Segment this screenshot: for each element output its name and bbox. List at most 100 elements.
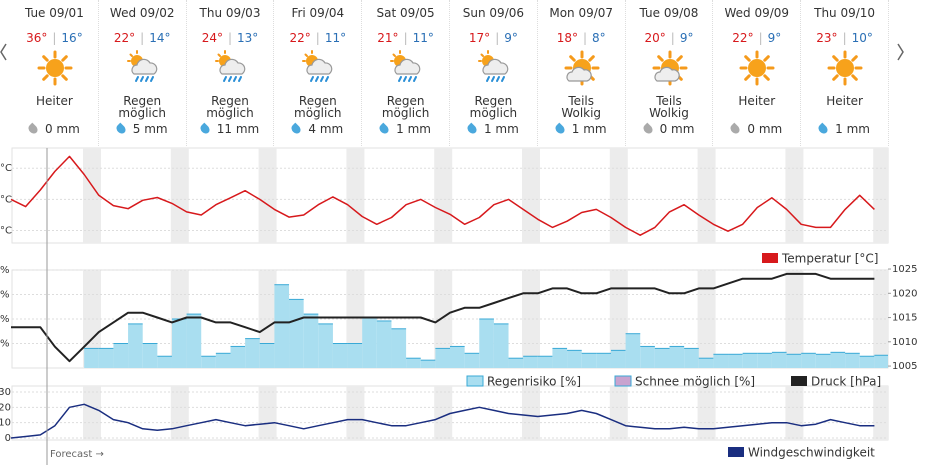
- separator: |: [315, 31, 320, 45]
- area-bar: [186, 314, 202, 368]
- temp-min: 9°: [767, 31, 782, 45]
- area-bar: [464, 353, 480, 368]
- y-tick-label: 20: [0, 402, 11, 413]
- precip-amount: 1 mm: [835, 122, 870, 136]
- precip: 1 mm: [362, 122, 449, 136]
- legend-label: Windgeschwindigkeit: [748, 446, 875, 460]
- weather-icon: [652, 50, 688, 86]
- day-label: Sat 09/05: [376, 6, 435, 20]
- day-label: Tue 09/08: [639, 6, 699, 20]
- night-band: [83, 270, 101, 368]
- area-bar: [450, 346, 465, 368]
- drop-icon: [553, 122, 567, 136]
- precip-amount: 0 mm: [659, 122, 695, 136]
- night-band: [522, 386, 540, 440]
- precip: 11 mm: [187, 122, 274, 136]
- area-bar: [523, 356, 538, 368]
- temp-range: 18° | 8°: [538, 31, 625, 45]
- area-bar: [508, 358, 524, 368]
- night-band: [83, 148, 101, 243]
- night-band: [434, 148, 453, 243]
- area-bar: [215, 353, 231, 368]
- precip-amount: 1 mm: [483, 122, 519, 136]
- weather-icon: [476, 50, 512, 86]
- separator: |: [582, 31, 588, 45]
- y2-tick-label: 1015: [892, 313, 917, 324]
- area-bar: [537, 356, 553, 368]
- area-bar: [245, 338, 260, 368]
- precip: 4 mm: [274, 122, 361, 136]
- y2-tick-label: 1010: [892, 337, 917, 348]
- plot-background: [11, 385, 889, 441]
- day-cell: Thu 09/03 24° | 13° Regen möglich 11 mm: [187, 0, 275, 146]
- area-bar: [596, 353, 611, 368]
- day-cell: Tue 09/08 20° | 9° Teils Wolkig 0 mm: [626, 0, 714, 146]
- temp-range: 24° | 13°: [187, 31, 274, 45]
- forecast-label: Forecast →: [50, 449, 104, 460]
- drop-icon: [26, 122, 40, 136]
- description: Regen möglich: [206, 94, 254, 120]
- area-bar: [98, 348, 114, 368]
- separator: |: [52, 31, 57, 45]
- night-band: [873, 270, 888, 368]
- day-cell: Wed 09/02 22° | 14° Regen möglich 5 mm: [99, 0, 187, 146]
- area-bar: [684, 348, 699, 368]
- temp-range: 21° | 11°: [362, 31, 449, 45]
- area-bar: [728, 354, 743, 368]
- temp-range: 36° | 16°: [11, 31, 98, 45]
- temp-min: 13°: [237, 31, 259, 45]
- night-band: [609, 386, 628, 440]
- night-band: [258, 386, 277, 440]
- night-band: [522, 148, 540, 243]
- area-bar: [654, 348, 670, 368]
- line-series: [10, 403, 875, 439]
- area-bar: [757, 353, 772, 368]
- y-tick-label: 0: [5, 433, 11, 444]
- area-bar: [830, 352, 846, 368]
- precip: 1 mm: [801, 122, 888, 136]
- day-cell: Thu 09/10 23° | 10° Heiter 1 mm: [801, 0, 889, 146]
- day-label: Fri 09/04: [291, 6, 345, 20]
- area-bar: [845, 353, 860, 368]
- night-band: [170, 148, 189, 243]
- weather-icon: [388, 50, 424, 86]
- description: Teils Wolkig: [649, 94, 689, 120]
- description: Regen möglich: [118, 94, 166, 120]
- temp-max: 24°: [201, 31, 223, 45]
- night-band: [170, 386, 189, 440]
- area-bar: [420, 360, 436, 368]
- area-bar: [391, 328, 407, 368]
- night-band: [785, 270, 804, 368]
- area-bar: [801, 353, 816, 368]
- y-tick-label: %: [0, 290, 10, 301]
- night-band: [522, 270, 540, 368]
- temp-range: 20° | 9°: [626, 31, 713, 45]
- y-tick-label: %: [0, 265, 10, 276]
- area-bar: [786, 354, 802, 368]
- description: Heiter: [36, 94, 73, 108]
- legend-label: Regenrisiko [%]: [487, 375, 581, 389]
- night-band: [346, 270, 365, 368]
- drop-icon: [729, 122, 742, 136]
- separator: |: [758, 31, 763, 45]
- weather-icon: [827, 50, 863, 86]
- area-bar: [362, 317, 377, 368]
- area-bar: [479, 319, 494, 368]
- area-bar: [84, 348, 99, 368]
- area-bar: [625, 333, 641, 368]
- weather-icon: [564, 50, 600, 86]
- drop-icon: [465, 122, 479, 136]
- area-bar: [771, 352, 787, 368]
- separator: |: [403, 31, 408, 45]
- legend-label: Temperatur [°C]: [781, 252, 878, 266]
- day-header: Tue 09/01 36° | 16° Heiter 0 mm Wed 09/02 22° | 1…: [0, 0, 944, 146]
- night-band: [434, 270, 453, 368]
- precip-amount: 0 mm: [747, 122, 783, 136]
- weather-icon: [739, 50, 775, 86]
- y-tick-label: 30: [0, 387, 11, 398]
- area-bar: [230, 346, 246, 368]
- temp-range: 23° | 10°: [801, 31, 888, 45]
- temp-range: 22° | 9°: [713, 31, 800, 45]
- weather-icon: [300, 50, 336, 86]
